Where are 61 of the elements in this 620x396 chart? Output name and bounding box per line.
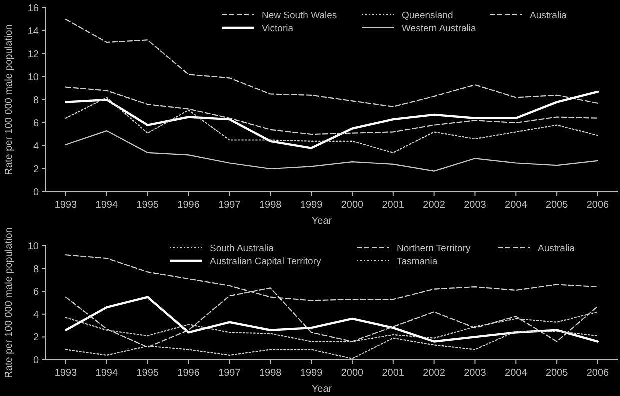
x-axis-title: Year [312,216,333,227]
line-series [64,296,600,343]
legend-label: South Australia [210,243,275,254]
legend-label: Victoria [262,23,294,34]
x-tick-label: 1996 [178,368,200,379]
y-tick-label: 8 [33,96,40,106]
x-tick-label: 2005 [546,200,569,211]
x-tick-label: 1994 [96,200,118,211]
x-tick-label: 1993 [54,200,78,211]
x-tick-label: 1996 [178,200,200,211]
x-tick-label: 1999 [300,368,324,379]
y-tick-label: 8 [33,264,40,276]
x-tick-label: 2002 [423,368,446,379]
x-axis-title: Year [312,384,333,395]
x-tick-label: 1999 [300,200,324,211]
legend-label: Australia [538,243,576,254]
y-tick-label: 6 [33,287,40,298]
x-tick-label: 1994 [96,368,118,379]
x-tick-label: 2003 [464,368,487,379]
x-tick-label: 1993 [54,368,78,379]
y-tick-label: 6 [33,118,40,130]
legend-label: Western Australia [402,23,477,34]
line-series [65,18,599,108]
y-axis-title: Rate per 100 000 male population [4,24,15,176]
x-tick-label: 2005 [546,368,569,379]
y-tick-label: 4 [33,310,40,321]
x-tick-label: 2002 [423,200,446,211]
line-series [64,90,600,150]
y-tick-label: 14 [28,26,40,38]
y-tick-label: 0 [33,188,40,198]
y-axis-title: Rate per 100 000 male population [4,228,15,378]
x-tick-label: 2004 [505,200,528,211]
x-tick-label: 1998 [259,200,282,211]
y-tick-label: 0 [33,356,40,366]
y-tick-label: 10 [28,72,40,84]
x-tick-label: 2001 [382,368,405,379]
x-tick-label: 1995 [136,368,160,379]
legend-label: Queensland [402,10,454,22]
legend-label: Australian Capital Territory [210,256,322,268]
y-tick-label: 16 [28,4,40,14]
y-tick-label: 2 [33,332,40,344]
x-tick-label: 1997 [218,368,242,379]
legend-label: Tasmania [397,256,438,268]
line-series [65,130,599,172]
x-tick-label: 1998 [259,368,282,379]
y-tick-label: 10 [28,242,40,252]
x-tick-label: 2001 [382,200,405,211]
x-tick-label: 1997 [218,200,242,211]
y-tick-label: 4 [33,142,40,152]
y-tick-label: 2 [33,164,40,176]
x-tick-label: 1995 [136,200,160,211]
x-tick-label: 2006 [586,200,610,211]
x-tick-label: 2000 [341,200,364,211]
y-tick-label: 12 [28,50,40,60]
legend-label: Australia [530,10,568,22]
x-tick-label: 2006 [586,368,610,379]
legend-label: New South Wales [262,10,338,22]
x-tick-label: 2000 [341,368,364,379]
x-tick-label: 2004 [505,368,528,379]
legend-label: Northern Territory [397,243,471,254]
x-tick-label: 2003 [464,200,487,211]
